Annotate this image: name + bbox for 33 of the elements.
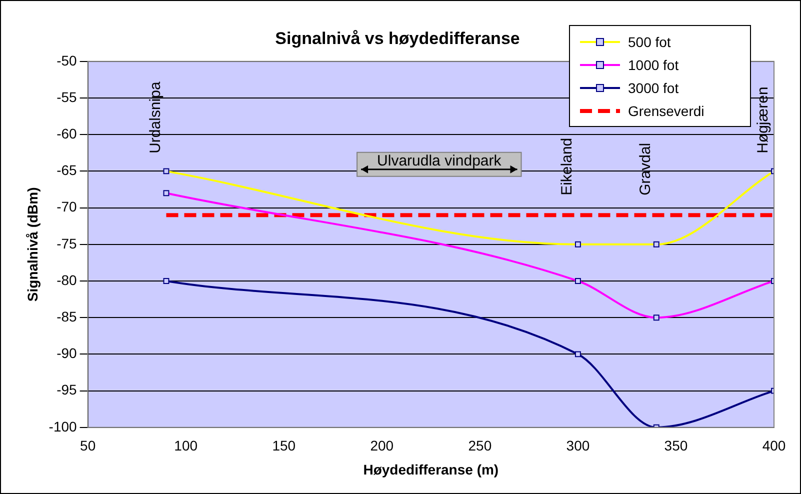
- x-tick-label: 100: [174, 438, 198, 454]
- y-axis-title: Signalnivå (dBm): [24, 187, 40, 302]
- x-tick-label: 150: [272, 438, 296, 454]
- y-tick-label: -50: [56, 52, 78, 68]
- x-tick-label: 400: [762, 438, 786, 454]
- x-tick-label: 350: [664, 438, 688, 454]
- x-tick-label: 50: [80, 438, 96, 454]
- annotation: Eikeland: [558, 138, 576, 196]
- x-tick-label: 250: [468, 438, 492, 454]
- y-tick-label: -95: [56, 382, 78, 398]
- point: [574, 351, 581, 358]
- y-tick-label: -60: [56, 125, 78, 142]
- annotation: Ulvarudla vindpark: [377, 152, 502, 170]
- y-tick-label: -65: [56, 162, 78, 178]
- y-tick-label: -80: [56, 272, 78, 288]
- annotation: Høgjæren: [754, 86, 772, 154]
- y-tick-label: -70: [56, 198, 78, 215]
- x-axis-title: Høydedifferanse (m): [363, 461, 499, 478]
- chart-title: Signalnivå vs høydedifferanse: [275, 28, 520, 48]
- legend-label: 3000 fot: [628, 80, 679, 96]
- x-tick-label: 300: [566, 438, 590, 454]
- y-tick-label: -75: [56, 235, 78, 252]
- point: [163, 278, 170, 284]
- y-tick-label: -90: [56, 345, 78, 362]
- y-tick-label: -100: [48, 418, 78, 434]
- legend-label: Grenseverdi: [628, 102, 704, 118]
- legend-label: 500 fot: [628, 34, 671, 50]
- x-tick-label: 200: [370, 438, 394, 454]
- y-tick-label: -55: [56, 88, 78, 105]
- y-tick-label: -85: [56, 308, 78, 324]
- legend-label: 1000 fot: [628, 56, 679, 72]
- annotation: Gravdal: [637, 142, 654, 196]
- annotation: Urdalsnipa: [146, 81, 164, 154]
